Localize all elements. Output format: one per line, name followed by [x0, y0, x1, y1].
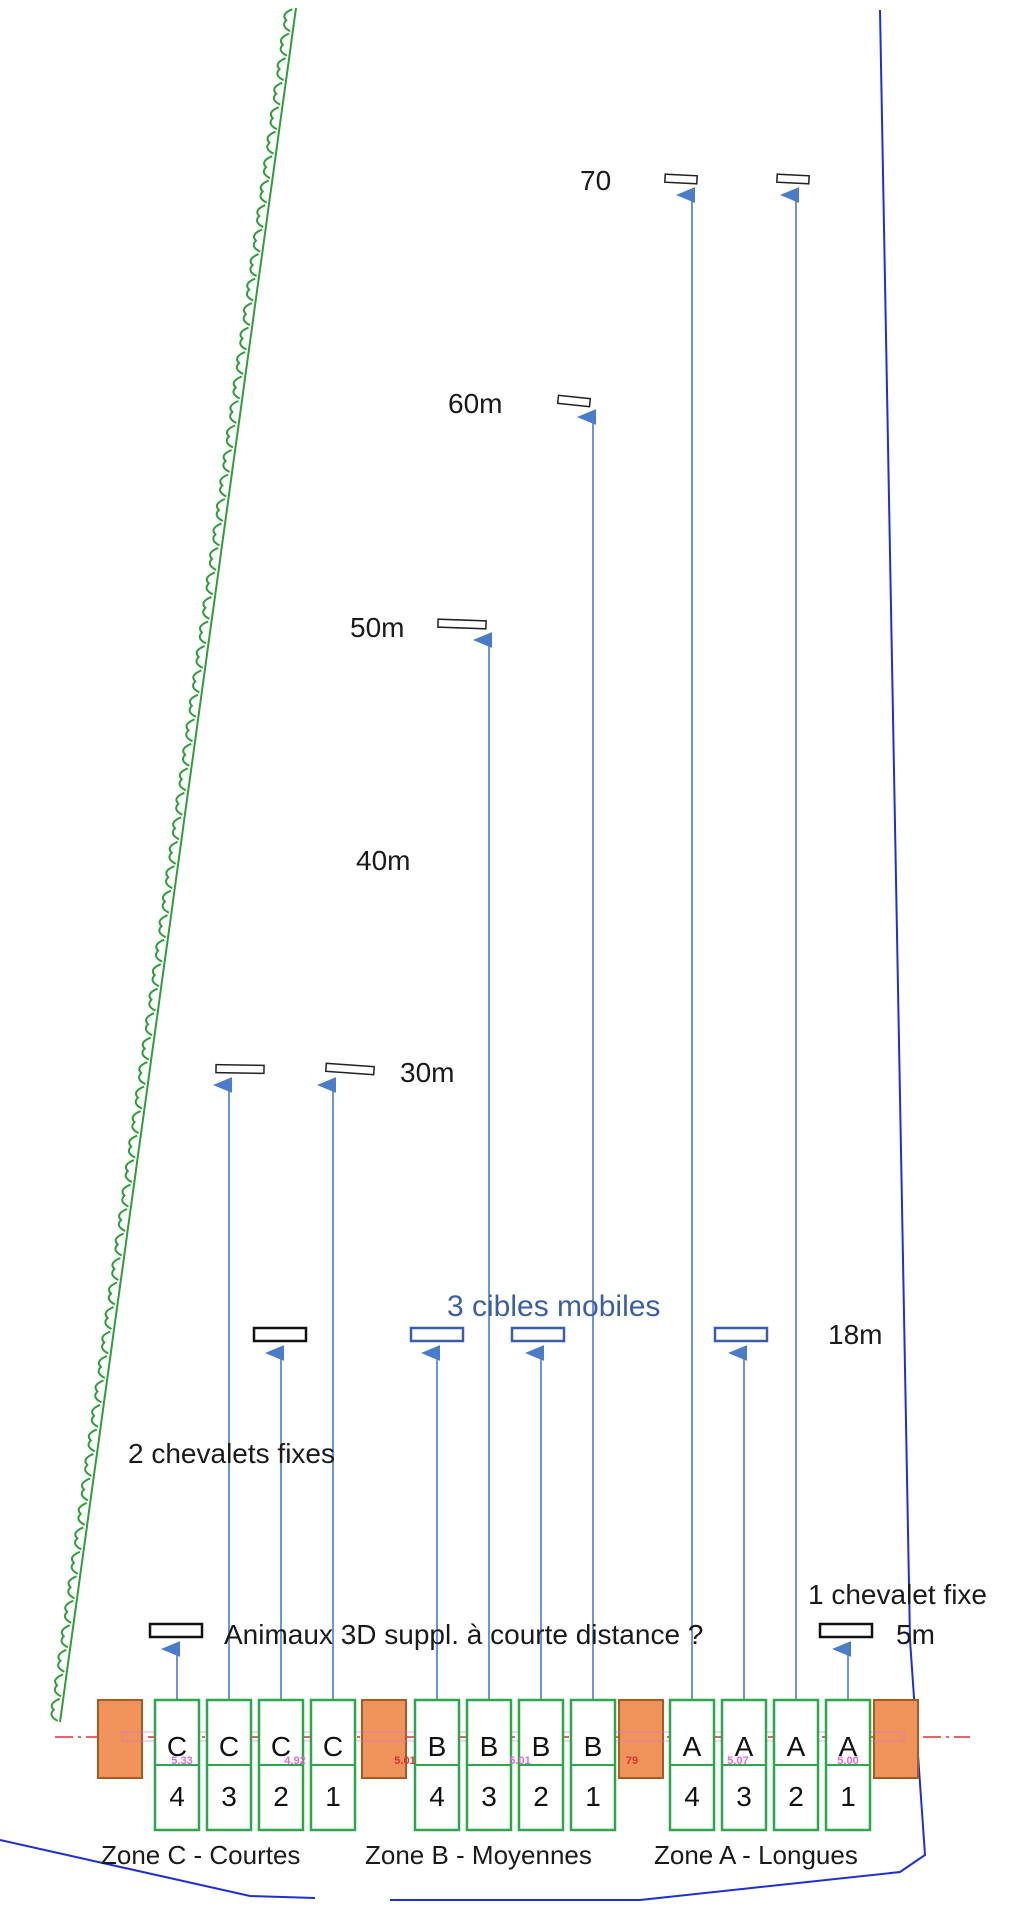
- lane-letter: A: [683, 1731, 702, 1762]
- lane-letter: C: [271, 1731, 291, 1762]
- dimension-label: 5.01: [509, 1755, 530, 1767]
- lane-c4: C4: [153, 1698, 201, 1832]
- label-5m: 5m: [896, 1619, 935, 1650]
- lane-number: 4: [169, 1781, 185, 1812]
- dimension-label: 5.33: [171, 1755, 192, 1767]
- lane-letter: C: [323, 1731, 343, 1762]
- lane-a4: A4: [668, 1698, 716, 1832]
- site-boundary: [0, 9, 927, 1901]
- lane-b3: B3: [465, 1698, 513, 1832]
- lane-number: 2: [273, 1781, 289, 1812]
- zone-c-label: Zone C - Courtes: [101, 1840, 300, 1870]
- lane-letter: A: [735, 1731, 754, 1762]
- targets-5m: [148, 1622, 874, 1639]
- mobile-targets-note: 3 cibles mobiles: [447, 1290, 660, 1323]
- lane-letter: B: [480, 1731, 499, 1762]
- lane-number: 4: [429, 1781, 445, 1812]
- lane-number: 3: [481, 1781, 497, 1812]
- lane-number: 3: [736, 1781, 752, 1812]
- lane-b4: B4: [413, 1698, 461, 1832]
- hedge-line: [50, 7, 297, 1723]
- mobile-target-3: [713, 1326, 769, 1343]
- zone-a-label: Zone A - Longues: [654, 1840, 858, 1870]
- fixed-target-5m-left: [148, 1622, 204, 1639]
- annotations: 3 cibles mobiles 2 chevalets fixes 1 che…: [128, 1290, 987, 1650]
- lane-c3: C3: [205, 1698, 253, 1832]
- lane-a3: A3: [720, 1698, 768, 1832]
- zone-b-label: Zone B - Moyennes: [365, 1840, 592, 1870]
- arrow-lines: [161, 187, 852, 1700]
- dimension-label: 79: [626, 1755, 638, 1767]
- lane-c1: C1: [309, 1698, 357, 1832]
- target-50: [437, 618, 487, 630]
- lane-letter: A: [787, 1731, 806, 1762]
- zone-labels: Zone C - Courtes Zone B - Moyennes Zone …: [101, 1840, 858, 1870]
- lane-b1: B1: [569, 1698, 617, 1832]
- lane-a2: A2: [772, 1698, 820, 1832]
- dimension-label: 5.07: [727, 1755, 748, 1767]
- label-60m: 60m: [448, 388, 502, 419]
- lane-letter: A: [839, 1731, 858, 1762]
- lane-letter: B: [428, 1731, 447, 1762]
- label-70: 70: [580, 165, 611, 196]
- block-3: [618, 1699, 664, 1779]
- lane-letter: C: [167, 1731, 187, 1762]
- animals-3d-note: Animaux 3D suppl. à courte distance ?: [224, 1619, 703, 1650]
- dimension-label: 5.00: [837, 1755, 858, 1767]
- dimension-label: 4.92: [284, 1755, 305, 1767]
- lane-number: 4: [684, 1781, 700, 1812]
- lane-dimensions: 5.33 4.92 5.01 5.01 79 5.07 5.00: [171, 1755, 858, 1767]
- fixed-target-18m: [252, 1326, 308, 1343]
- target-70-right: [776, 173, 810, 185]
- one-fixed-stand-note: 1 chevalet fixe: [808, 1579, 987, 1610]
- target-70-left: [664, 173, 698, 185]
- lane-b2: B2: [517, 1698, 565, 1832]
- lane-number: 2: [533, 1781, 549, 1812]
- block-2: [361, 1699, 407, 1779]
- two-fixed-stands-note: 2 chevalets fixes: [128, 1438, 335, 1469]
- block-4: [873, 1699, 919, 1779]
- lane-letter: B: [532, 1731, 551, 1762]
- lane-letter: C: [219, 1731, 239, 1762]
- orange-blocks: [97, 1699, 919, 1779]
- lane-number: 2: [788, 1781, 804, 1812]
- block-1: [97, 1699, 143, 1779]
- label-18m: 18m: [828, 1319, 882, 1350]
- lane-a1: A1: [824, 1698, 872, 1832]
- target-30-left: [215, 1063, 265, 1075]
- lane-number: 1: [325, 1781, 341, 1812]
- target-30-right: [324, 1062, 376, 1076]
- mobile-target-1: [409, 1326, 465, 1343]
- mobile-target-2: [510, 1326, 566, 1343]
- label-30m: 30m: [400, 1057, 454, 1088]
- lane-number: 3: [221, 1781, 237, 1812]
- label-40m: 40m: [356, 845, 410, 876]
- lane-number: 1: [840, 1781, 856, 1812]
- hedge-stem: [59, 7, 297, 1723]
- fixed-target-5m-right: [818, 1622, 874, 1639]
- lane-c2: C2: [257, 1698, 305, 1832]
- lane-number: 1: [585, 1781, 601, 1812]
- targets-18m: [252, 1326, 769, 1343]
- targets-far: [215, 173, 810, 1076]
- hedge-scallops: [50, 8, 293, 1722]
- lane-letter: B: [584, 1731, 603, 1762]
- distance-labels: 70 60m 50m 40m 30m 18m 5m: [350, 165, 935, 1650]
- target-60: [556, 394, 592, 408]
- dimension-label: 5.01: [394, 1755, 415, 1767]
- label-50m: 50m: [350, 612, 404, 643]
- lane-strip: [121, 1731, 905, 1742]
